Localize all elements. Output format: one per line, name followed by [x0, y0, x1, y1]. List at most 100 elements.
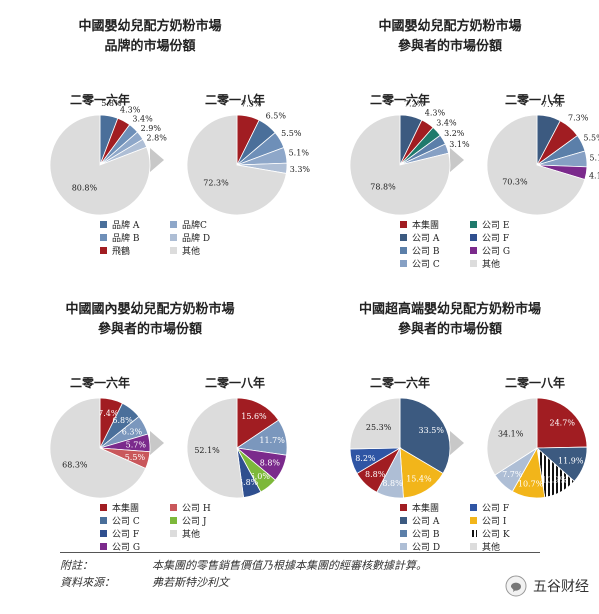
- source-text: 弗若斯特沙利文: [152, 575, 229, 589]
- watermark-text: 五谷财经: [533, 579, 589, 595]
- chart-title-line: 中國嬰幼兒配方奶粉市場: [378, 18, 521, 34]
- year-label-right: 二零一八年: [205, 375, 265, 390]
- legend-label: 公司 B: [412, 246, 440, 257]
- year-label-right: 二零一八年: [205, 92, 265, 107]
- legend-label: 公司 A: [412, 516, 440, 527]
- legend-label: 公司 D: [412, 542, 440, 553]
- legend-swatch: [470, 221, 477, 228]
- pie-slice: [49, 114, 151, 216]
- slice-label: 4.3%: [425, 109, 446, 118]
- legend-label: 品牌 B: [112, 232, 140, 244]
- year-label-right: 二零一八年: [505, 92, 565, 107]
- legend-label: 公司 I: [482, 516, 507, 527]
- slice-label: 5.1%: [589, 153, 599, 162]
- footer-notes: 附註： 本集團的零售銷售價值乃根據本集團的經審核數據計算。 資料來源： 弗若斯特…: [60, 552, 540, 590]
- slice-label: 15.6%: [241, 412, 267, 421]
- legend-label: 公司 K: [482, 529, 510, 540]
- legend-swatch: [100, 543, 107, 550]
- slice-label: 6.0%: [250, 472, 271, 481]
- legend-swatch: [100, 517, 107, 524]
- slice-label: 10.9%: [542, 476, 568, 485]
- legend-label: 公司 A: [412, 233, 440, 244]
- slice-label: 15.4%: [406, 475, 432, 484]
- pie-right: 15.6% 11.7% 8.8% 6.0%5.8% 52.1%: [186, 397, 288, 499]
- slice-label: 8.8%: [260, 459, 281, 468]
- slice-label: 10.7%: [518, 479, 544, 488]
- pie-slice: [536, 397, 588, 449]
- note-label: 附註：: [60, 558, 93, 572]
- pie-slice: [236, 397, 280, 449]
- year-label-left: 二零一六年: [70, 375, 130, 390]
- chart-title-line: 參與者的市場份額: [98, 321, 202, 337]
- legend-label: 公司 E: [482, 220, 509, 231]
- legend-label: 公司 G: [482, 246, 510, 257]
- legend-swatch: [170, 247, 177, 254]
- arrow-icon: [150, 431, 164, 455]
- watermark: 五谷财经: [505, 575, 589, 597]
- slice-label: 3.4%: [436, 118, 457, 127]
- pie-slice: [49, 397, 147, 499]
- legend-swatch: [170, 221, 177, 228]
- legend-label: 飛鶴: [112, 245, 130, 257]
- legend-label: 公司 F: [112, 529, 139, 540]
- slice-label: 4.1%: [589, 171, 599, 180]
- legend-label: 公司 F: [482, 503, 509, 514]
- source-row: 資料來源： 弗若斯特沙利文: [60, 573, 427, 590]
- footer-rule: [60, 552, 540, 553]
- year-label-left: 二零一六年: [370, 92, 430, 107]
- slice-label: 5.8%: [238, 478, 259, 487]
- legend-label: 公司 J: [182, 516, 207, 527]
- pie-slice: [186, 114, 287, 216]
- chart-title-line: 中國國內嬰幼兒配方奶粉市場: [65, 301, 234, 317]
- legend-swatch: [470, 504, 477, 511]
- source-label: 資料來源：: [60, 575, 115, 589]
- legend-label: 公司 C: [112, 516, 140, 527]
- legend-swatch: [170, 234, 177, 241]
- legend: 品牌 A 品牌C 品牌 B 品牌 D 飛鶴 其他: [100, 219, 210, 257]
- pie-left: 33.5%15.4%8.8%8.8%8.2%25.3%: [349, 397, 451, 499]
- slice-label: 3.1%: [449, 140, 470, 149]
- slice-label: 11.9%: [558, 457, 584, 466]
- chart-title-line: 中國超高端嬰幼兒配方奶粉市場: [359, 301, 541, 317]
- legend-label: 公司 G: [112, 542, 140, 553]
- legend-label: 公司 F: [482, 233, 509, 244]
- pie-left: 7.4%6.8% 6.3% 5.7% 5.5% 68.3%: [49, 397, 151, 499]
- pie-slice: [349, 397, 401, 450]
- slice-label: 3.4%: [132, 115, 153, 124]
- pie-slice: [349, 114, 451, 216]
- legend-swatch: [470, 530, 477, 537]
- pie-left: 7.2%4.3%3.4% 3.2% 3.1% 78.8%: [349, 100, 470, 216]
- slice-label: 6.5%: [266, 111, 287, 120]
- chart-title-line: 品牌的市場份額: [104, 38, 195, 54]
- chart-title-line: 參與者的市場份額: [398, 38, 502, 54]
- legend-swatch: [170, 504, 177, 511]
- legend-label: 其他: [182, 245, 200, 257]
- legend-swatch: [170, 530, 177, 537]
- slice-label: 5.8%: [101, 99, 122, 108]
- pie-slice: [186, 397, 245, 499]
- slice-label: 7.7%: [542, 100, 563, 109]
- slice-label: 3.3%: [290, 165, 311, 174]
- note-row: 附註： 本集團的零售銷售價值乃根據本集團的經審核數據計算。: [60, 556, 427, 573]
- legend-label: 本集團: [412, 502, 439, 514]
- legend-label: 品牌 D: [182, 232, 210, 244]
- slice-label: 24.7%: [550, 418, 576, 427]
- legend-swatch: [470, 543, 477, 550]
- legend-label: 公司 B: [412, 529, 440, 540]
- chart-title-line: 參與者的市場份額: [398, 321, 502, 337]
- legend-label: 本集團: [112, 502, 139, 514]
- legend-label: 品牌 A: [112, 219, 140, 231]
- legend-swatch: [400, 530, 407, 537]
- legend-label: 其他: [182, 528, 200, 540]
- legend-swatch: [400, 234, 407, 241]
- pie-right: 24.7% 11.9% 10.9%10.7%7.7% 34.1%: [486, 397, 588, 499]
- legend-swatch: [100, 221, 107, 228]
- slice-label: 2.8%: [146, 133, 167, 142]
- wechat-icon: [505, 575, 527, 597]
- slice-label: 6.3%: [122, 427, 143, 436]
- slice-label: 52.1%: [194, 446, 220, 455]
